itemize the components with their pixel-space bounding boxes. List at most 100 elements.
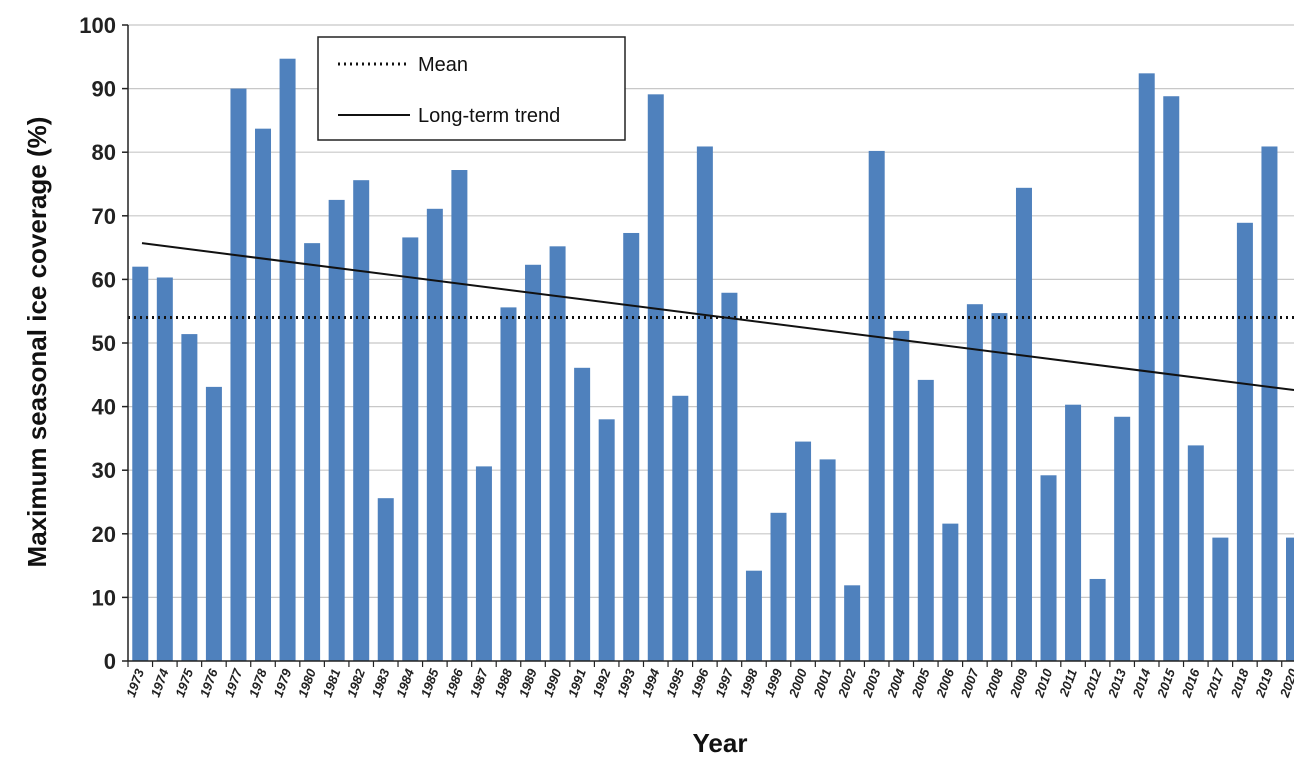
legend: Mean Long-term trend xyxy=(317,36,626,141)
x-tick-label: 2005 xyxy=(908,666,933,700)
y-axis-title: Maximum seasonal ice coverage (%) xyxy=(22,117,52,568)
x-tick-label: 1979 xyxy=(270,666,294,699)
bar xyxy=(1261,146,1278,661)
bar xyxy=(819,459,836,661)
x-axis-title: Year xyxy=(693,728,748,757)
y-tick-label: 40 xyxy=(92,395,116,420)
bar xyxy=(1236,222,1253,661)
bar xyxy=(426,208,443,661)
y-tick-label: 50 xyxy=(92,331,116,356)
bar xyxy=(623,232,640,662)
bar xyxy=(598,419,615,661)
bar xyxy=(500,307,517,661)
bar xyxy=(647,94,664,662)
bar xyxy=(279,58,296,661)
y-tick-label: 80 xyxy=(92,140,116,165)
bars xyxy=(132,58,1294,662)
bar xyxy=(672,395,689,661)
x-tick-labels: 1973 1974 1975 1976 1977 1978 1979 1980 1981 1982… xyxy=(123,666,1294,700)
y-tick-label: 90 xyxy=(92,77,116,102)
bar xyxy=(132,266,149,661)
x-tick-label: 1986 xyxy=(442,666,466,699)
y-tick-label: 30 xyxy=(92,458,116,483)
bar xyxy=(549,246,566,661)
bar xyxy=(1138,73,1155,661)
x-tick-label: 2002 xyxy=(835,666,860,700)
bar xyxy=(1089,578,1106,661)
y-tick-label: 10 xyxy=(92,585,116,610)
legend-mean-label: Mean xyxy=(418,54,468,76)
x-tick-label: 1973 xyxy=(123,666,147,699)
x-tick-label: 1997 xyxy=(712,666,736,699)
legend-box xyxy=(317,36,626,141)
x-tick-label: 2015 xyxy=(1154,666,1179,700)
y-tick-label: 60 xyxy=(92,267,116,292)
y-tick-label: 70 xyxy=(92,204,116,229)
x-tick-label: 1995 xyxy=(663,666,687,699)
x-tick-label: 1996 xyxy=(688,666,712,699)
legend-trend-label: Long-term trend xyxy=(418,105,560,127)
x-tick-label: 1976 xyxy=(197,666,221,699)
x-tick-label: 2011 xyxy=(1056,667,1080,699)
x-tick-label: 1982 xyxy=(344,666,368,699)
bar xyxy=(1187,445,1204,661)
y-tick-label: 0 xyxy=(104,649,116,674)
bar xyxy=(696,146,713,661)
bar xyxy=(451,170,468,661)
x-tick-label: 2009 xyxy=(1006,666,1031,700)
bar xyxy=(795,441,812,661)
x-tick-label: 2001 xyxy=(810,667,834,700)
bar xyxy=(1163,96,1180,662)
y-tick-label: 20 xyxy=(92,522,116,547)
bar xyxy=(402,237,419,661)
bar xyxy=(721,292,738,661)
bar xyxy=(1286,537,1294,661)
x-tick-label: 1978 xyxy=(246,666,270,699)
x-tick-label: 1974 xyxy=(148,666,172,699)
x-tick-label: 1989 xyxy=(516,666,540,699)
axes xyxy=(122,24,1294,667)
x-tick-label: 2016 xyxy=(1178,666,1203,700)
bar xyxy=(991,313,1008,661)
x-tick-label: 2008 xyxy=(982,666,1007,700)
bar xyxy=(574,367,591,661)
x-tick-label: 2020 xyxy=(1276,666,1294,700)
x-tick-label: 2003 xyxy=(859,666,884,700)
x-tick-label: 2010 xyxy=(1031,666,1056,700)
x-tick-label: 2006 xyxy=(933,666,958,700)
bar xyxy=(917,379,934,661)
bar xyxy=(1040,475,1057,661)
x-tick-label: 1984 xyxy=(393,666,417,699)
x-tick-label: 2000 xyxy=(786,666,811,700)
x-tick-label: 2013 xyxy=(1105,666,1130,700)
x-tick-label: 1991 xyxy=(565,667,589,699)
bar xyxy=(868,150,885,662)
y-tick-labels: 0 10 20 30 40 50 60 70 80 90 100 xyxy=(79,13,116,674)
bar xyxy=(966,304,983,661)
bar xyxy=(844,585,861,661)
x-tick-label: 1999 xyxy=(761,666,785,699)
x-tick-label: 1985 xyxy=(418,666,442,699)
x-tick-label: 1994 xyxy=(639,666,663,699)
x-tick-label: 2018 xyxy=(1227,666,1252,700)
x-tick-label: 1983 xyxy=(369,666,393,699)
x-tick-label: 1993 xyxy=(614,666,638,699)
bar xyxy=(181,334,198,661)
bar xyxy=(475,466,492,661)
bar xyxy=(230,88,247,662)
x-tick-label: 2014 xyxy=(1129,666,1154,700)
x-tick-label: 1990 xyxy=(540,666,564,699)
x-tick-label: 2012 xyxy=(1080,666,1105,700)
bar xyxy=(304,243,321,661)
bar xyxy=(1065,404,1082,661)
x-tick-label: 1975 xyxy=(172,666,196,699)
x-tick-label: 2019 xyxy=(1252,666,1277,700)
x-tick-label: 1980 xyxy=(295,666,319,699)
bar xyxy=(328,199,345,661)
bar xyxy=(255,128,272,662)
bar xyxy=(205,386,222,661)
x-tick-label: 2017 xyxy=(1203,666,1228,700)
x-tick-label: 2007 xyxy=(957,666,982,700)
bar xyxy=(745,570,762,661)
